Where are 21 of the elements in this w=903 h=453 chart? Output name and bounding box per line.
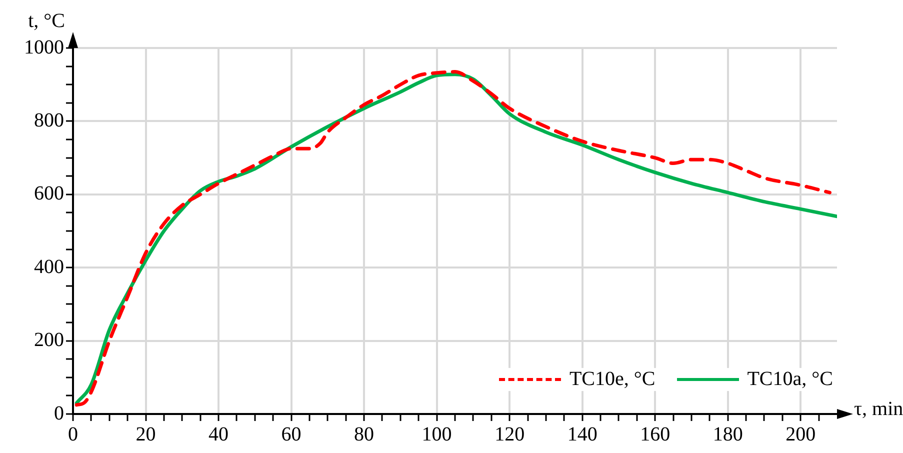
x-tick-label: 160: [640, 423, 670, 446]
y-tick-label: 0: [54, 402, 64, 424]
x-axis-title: τ, min: [854, 398, 903, 420]
x-tick-label: 20: [136, 423, 156, 446]
x-tick-label: 100: [422, 423, 452, 446]
y-axis-title: t, °C: [28, 10, 65, 32]
legend-label: TC10e, °C: [569, 368, 656, 391]
x-tick-label: 120: [494, 423, 525, 446]
y-tick-label: 800: [34, 109, 64, 132]
x-tick-label: 180: [712, 423, 743, 446]
x-tick-label: 200: [786, 423, 816, 446]
y-tick-label: 400: [34, 256, 64, 278]
x-tick-label: 140: [567, 423, 598, 446]
x-tick-label: 0: [68, 423, 78, 446]
y-tick-label: 1000: [24, 36, 64, 58]
x-tick-label: 80: [354, 423, 374, 446]
x-tick-label: 40: [208, 423, 229, 446]
y-tick-label: 600: [34, 182, 64, 205]
legend-label: TC10a, °C: [747, 368, 833, 391]
y-tick-label: 200: [34, 329, 64, 352]
x-tick-label: 60: [281, 423, 302, 446]
